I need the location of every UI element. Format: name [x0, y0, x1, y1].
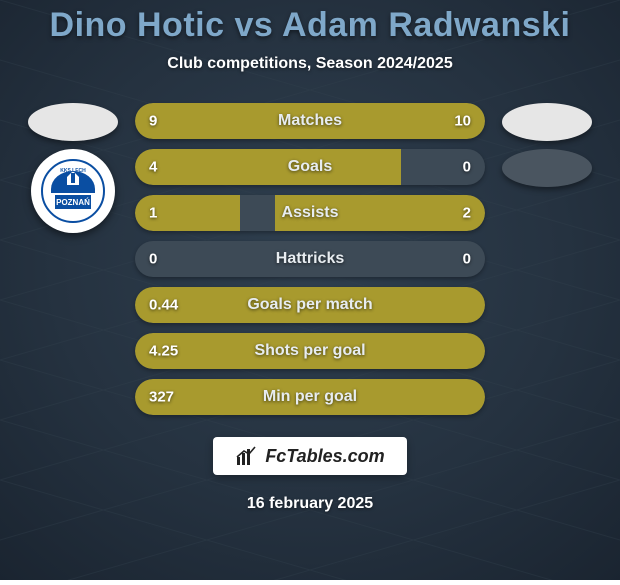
club-right-placeholder [502, 149, 592, 187]
stat-bar: Matches 9 10 [135, 103, 485, 139]
stat-left-value: 4 [149, 159, 157, 176]
svg-text:KKS LECH: KKS LECH [60, 168, 86, 174]
content-root: Dino Hotic vs Adam Radwanski Club compet… [0, 0, 620, 580]
stat-label: Min per goal [263, 388, 357, 406]
stat-bar: Assists 1 2 [135, 195, 485, 231]
stat-bars: Matches910Goals40Assists12Hattricks00Goa… [135, 103, 485, 415]
stat-left-value: 4.25 [149, 343, 178, 360]
stat-left-value: 327 [149, 389, 174, 406]
page-title: Dino Hotic vs Adam Radwanski [50, 6, 571, 45]
stat-left-value: 9 [149, 113, 157, 130]
stat-label: Hattricks [276, 250, 344, 268]
brand-icon [235, 445, 257, 467]
stat-right-value: 10 [454, 113, 471, 130]
stat-bar: Hattricks 0 0 [135, 241, 485, 277]
club-left-badge: POZNAŃ KKS LECH [31, 149, 115, 233]
stat-label: Matches [278, 112, 342, 130]
stat-left-value: 0 [149, 251, 157, 268]
footer-brand[interactable]: FcTables.com [213, 437, 406, 475]
stat-right-value: 2 [463, 205, 471, 222]
stat-right-value: 0 [463, 251, 471, 268]
player-right-placeholder [502, 103, 592, 141]
stat-bar: Min per goal 327 [135, 379, 485, 415]
date-text: 16 february 2025 [247, 495, 373, 513]
stat-bar-left-fill [135, 149, 401, 185]
stat-bar-left-fill [135, 103, 300, 139]
stat-label: Goals [288, 158, 332, 176]
stat-bar: Goals per match 0.44 [135, 287, 485, 323]
stat-bar: Shots per goal 4.25 [135, 333, 485, 369]
stat-left-value: 1 [149, 205, 157, 222]
footer-brand-text: FcTables.com [265, 446, 384, 467]
stat-label: Goals per match [247, 296, 372, 314]
svg-text:POZNAŃ: POZNAŃ [56, 198, 90, 207]
subtitle: Club competitions, Season 2024/2025 [167, 55, 452, 73]
right-column [497, 103, 597, 187]
comparison-region: POZNAŃ KKS LECH Matches910Goals40Assists… [0, 103, 620, 415]
left-column: POZNAŃ KKS LECH [23, 103, 123, 233]
stat-bar: Goals 4 0 [135, 149, 485, 185]
stat-right-value: 0 [463, 159, 471, 176]
player-left-placeholder [28, 103, 118, 141]
stat-label: Shots per goal [254, 342, 365, 360]
stat-left-value: 0.44 [149, 297, 178, 314]
stat-label: Assists [282, 204, 339, 222]
